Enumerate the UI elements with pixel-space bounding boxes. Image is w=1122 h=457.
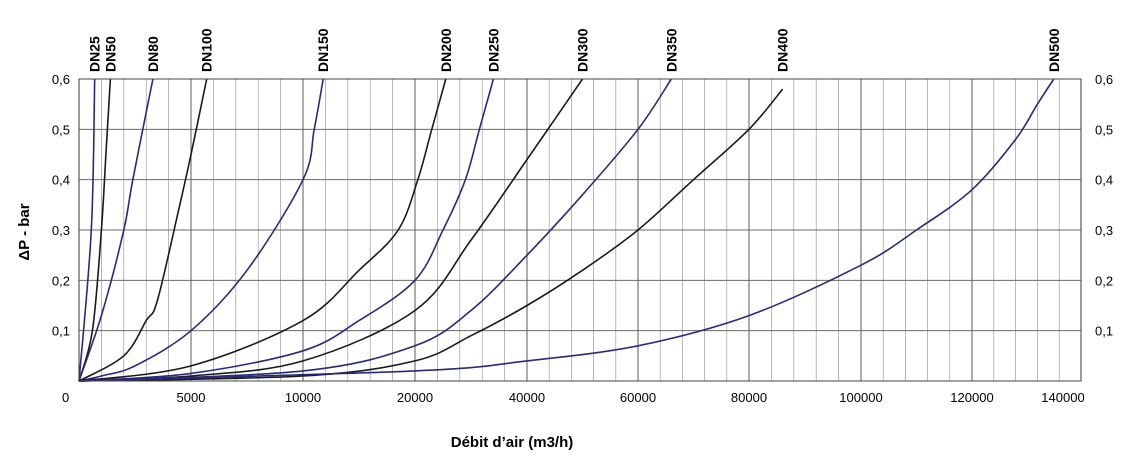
curve-dn250 (78, 78, 495, 382)
curve-label-dn100: DN100 (199, 28, 215, 72)
x-tick-label: 140000 (1041, 390, 1084, 405)
curve-dn500 (78, 78, 1055, 382)
curve-dn50 (78, 78, 112, 382)
curve-dn350 (78, 78, 672, 382)
x-axis-title: Débit d’air (m3/h) (451, 434, 574, 451)
y-tick-label-right: 0,4 (1095, 173, 1113, 188)
curve-dn200 (78, 78, 447, 382)
flow-curves (78, 78, 1055, 382)
curve-label-dn250: DN250 (485, 28, 501, 72)
x-tick-label: 100000 (839, 390, 882, 405)
curve-label-dn400: DN400 (775, 28, 791, 72)
x-tick-label: 20000 (397, 390, 433, 405)
x-tick-label: 80000 (731, 390, 767, 405)
x-tick-label: 0 (62, 390, 69, 405)
x-tick-labels: 0 5000 10000 20000 40000 60000 80000 100000 1200… (62, 390, 1085, 405)
curve-label-dn350: DN350 (663, 28, 679, 72)
curve-label-dn200: DN200 (438, 28, 454, 72)
y-tick-label-left: 0,6 (52, 72, 70, 87)
curve-dn400 (78, 88, 784, 382)
x-tick-label: 5000 (177, 390, 206, 405)
curve-labels: DN25 DN50 DN80 DN100 DN150 DN200 DN250 DN300 DN3… (87, 28, 1062, 72)
curve-dn80 (78, 78, 154, 382)
y-tick-label-right: 0,3 (1095, 223, 1113, 238)
curve-label-dn150: DN150 (315, 28, 331, 72)
curve-label-dn50: DN50 (102, 36, 118, 72)
curve-label-dn25: DN25 (87, 36, 103, 72)
curve-dn150 (78, 78, 324, 382)
y-tick-label-right: 0,2 (1095, 273, 1113, 288)
curve-dn25 (78, 78, 96, 382)
curve-dn100 (78, 78, 208, 382)
y-tick-label-left: 0,1 (52, 324, 70, 339)
curve-label-dn80: DN80 (145, 36, 161, 72)
y-axis-title: ΔP - bar (16, 203, 33, 260)
y-tick-label-left: 0,4 (52, 173, 70, 188)
curve-dn300 (78, 78, 584, 382)
plot-frame (78, 78, 1082, 382)
y-tick-label-right: 0,6 (1095, 72, 1113, 87)
y-tick-label-left: 0,2 (52, 273, 70, 288)
y-tick-label-right: 0,5 (1095, 122, 1113, 137)
x-tick-label: 10000 (285, 390, 321, 405)
x-tick-label: 60000 (620, 390, 656, 405)
major-gridlines (78, 78, 1082, 381)
y-tick-labels-left: 0,1 0,2 0,3 0,4 0,5 0,6 (52, 72, 70, 339)
x-tick-label: 40000 (509, 390, 545, 405)
y-tick-label-left: 0,3 (52, 223, 70, 238)
x-tick-label: 120000 (950, 390, 993, 405)
y-tick-label-right: 0,1 (1095, 324, 1113, 339)
y-tick-labels-right: 0,1 0,2 0,3 0,4 0,5 0,6 (1095, 72, 1113, 339)
curve-label-dn500: DN500 (1046, 28, 1062, 72)
y-tick-label-left: 0,5 (52, 122, 70, 137)
curve-label-dn300: DN300 (575, 28, 591, 72)
